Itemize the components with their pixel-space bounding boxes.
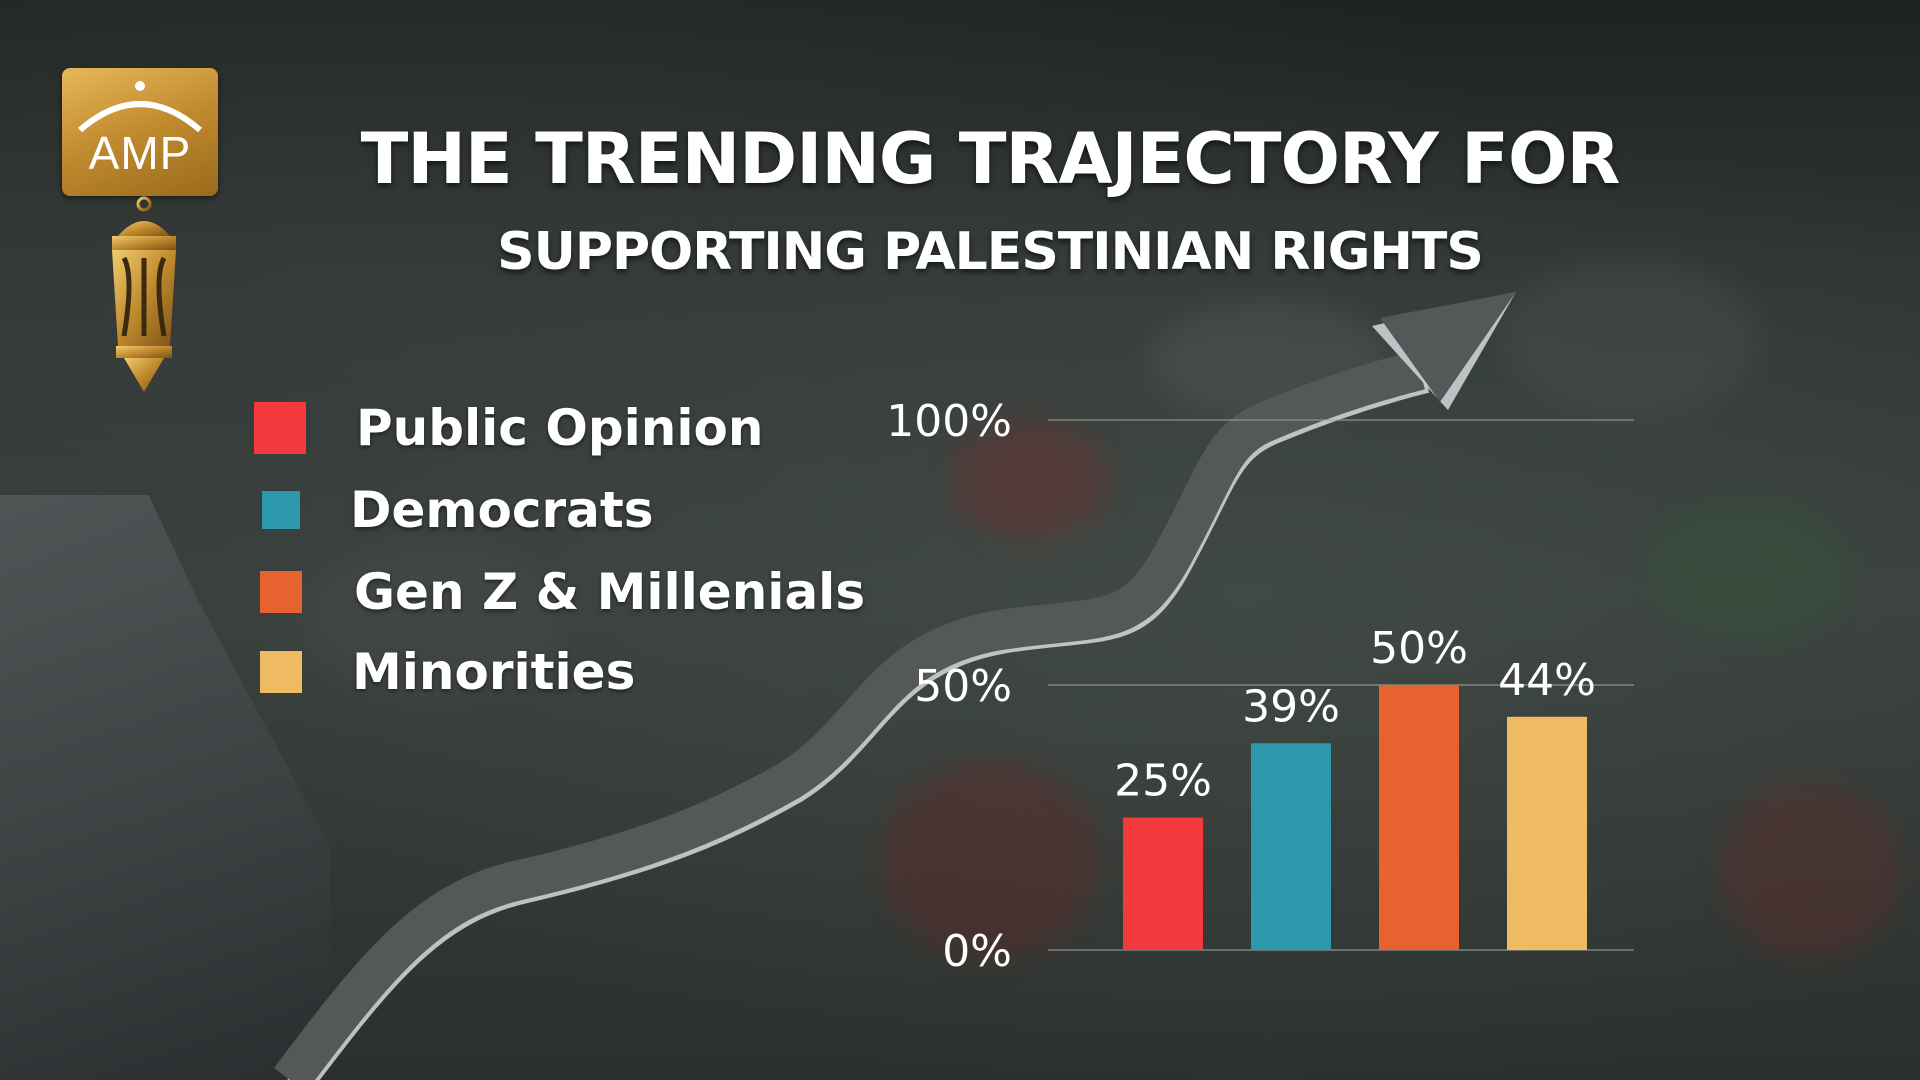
title-line-1: THE TRENDING TRAJECTORY FOR — [360, 118, 1621, 200]
bar-minorities — [1507, 716, 1587, 950]
bar-value-label: 39% — [1242, 681, 1340, 732]
legend-item: Democrats — [0, 480, 900, 540]
bar-value-label: 50% — [1370, 623, 1468, 674]
bars — [1123, 685, 1587, 950]
y-tick-label: 50% — [914, 661, 1012, 712]
lantern-icon — [112, 196, 176, 392]
trend-arrow — [274, 292, 1516, 1080]
legend-swatch — [260, 571, 302, 613]
bar-public-opinion — [1123, 817, 1203, 950]
legend-swatch — [260, 651, 302, 693]
title-line-2: SUPPORTING PALESTINIAN RIGHTS — [497, 222, 1484, 282]
flag-blob — [950, 420, 1110, 540]
bar-value-label: 25% — [1114, 756, 1212, 807]
flag-blob — [880, 760, 1100, 960]
legend-swatch — [254, 402, 306, 454]
logo-text: AMP — [88, 127, 192, 179]
flag-blob — [1650, 500, 1850, 640]
y-tick-label: 0% — [942, 926, 1012, 977]
legend-label: Public Opinion — [356, 399, 764, 457]
crowd-blob — [300, 540, 560, 700]
legend-item: Minorities — [0, 642, 900, 702]
bar-value-label: 44% — [1498, 655, 1596, 706]
legend-label: Gen Z & Millenials — [354, 563, 866, 621]
y-tick-label: 100% — [886, 396, 1012, 447]
flag-blob — [1720, 780, 1900, 960]
legend-label: Democrats — [350, 481, 654, 539]
logo-dome-icon — [78, 81, 202, 133]
bar-gen-z-millenials — [1379, 685, 1459, 950]
labels: 0% 50% 100% 25% 39% 50% 44% — [886, 396, 1596, 977]
legend-swatch — [262, 491, 300, 529]
amp-logo: AMP — [62, 68, 218, 196]
legend-label: Minorities — [352, 643, 636, 701]
legend-item: Gen Z & Millenials — [0, 562, 900, 622]
crowd-blob — [1500, 260, 1760, 420]
bar-democrats — [1251, 743, 1331, 950]
legend-item: Public Opinion — [0, 398, 900, 458]
